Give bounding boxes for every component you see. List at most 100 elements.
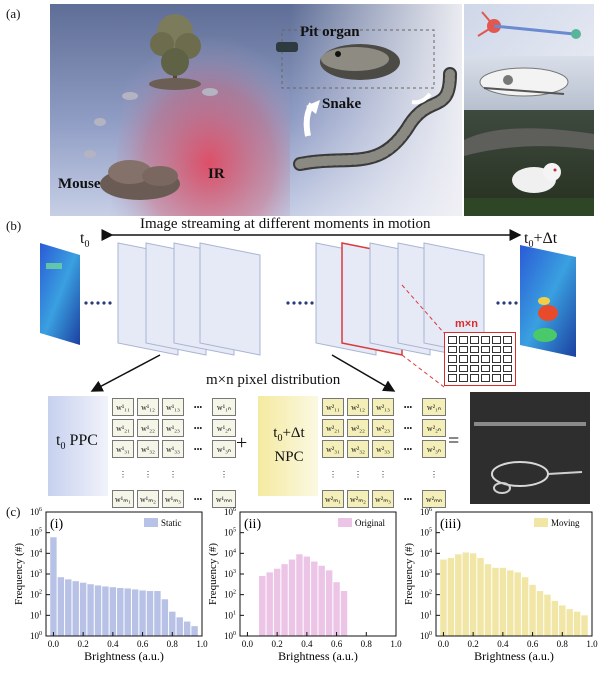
snake-skull-icon: [479, 67, 569, 97]
pit-organ-marker: [276, 42, 298, 52]
panel-b-label: (b): [6, 218, 22, 233]
legend-label: Static: [161, 518, 182, 528]
x-tick-label: 1.0: [586, 639, 598, 649]
histogram-bar: [536, 591, 544, 636]
ppc-label: t0 PPC: [56, 432, 98, 453]
histogram-bar: [65, 579, 72, 636]
legend-swatch: [338, 518, 352, 527]
snake-icon: [293, 44, 457, 171]
ir-beam: [110, 4, 290, 216]
ir-frame-t0: [40, 243, 80, 345]
x-tick-label: 0.0: [242, 639, 254, 649]
histogram-bar: [109, 587, 117, 636]
y-tick-label: 102: [30, 590, 42, 600]
output-image: [470, 392, 590, 504]
mouse-trail-icon: [84, 88, 218, 158]
tree-icon: [150, 14, 201, 84]
neuron-image: [464, 4, 594, 56]
y-axis-label: Frequency (#): [207, 543, 219, 605]
legend-label: Moving: [551, 518, 580, 528]
histogram-bar: [266, 572, 273, 636]
x-tick-label: 0.0: [438, 639, 450, 649]
snake-mouse-scene: Pit organ Snake Mouse IR: [50, 4, 462, 216]
x-tick-label: 0.6: [527, 639, 539, 649]
legend-swatch: [144, 518, 158, 527]
subplot-title: (i): [50, 517, 64, 532]
x-tick-label: 0.2: [468, 639, 479, 649]
y-tick-label: 105: [420, 528, 432, 538]
frame-stack-right: [315, 242, 485, 356]
x-tick-label: 0.4: [301, 639, 313, 649]
ir-label: IR: [208, 166, 225, 182]
t1-label: t0+Δt: [524, 230, 558, 251]
histogram-bar: [447, 557, 455, 636]
y-axis-label: Frequency (#): [13, 543, 25, 605]
histogram-bar: [455, 554, 462, 636]
x-tick-label: 0.4: [497, 639, 509, 649]
npc-box: [258, 396, 318, 496]
subplot-title: (iii): [440, 517, 461, 532]
y-tick-label: 101: [30, 610, 42, 620]
histogram-bar: [492, 567, 499, 636]
x-tick-label: 0.8: [361, 639, 373, 649]
y-tick-label: 100: [420, 631, 432, 641]
pit-organ-label: Pit organ: [300, 24, 360, 40]
y-tick-label: 103: [30, 569, 42, 579]
histogram-bar: [484, 564, 492, 636]
histogram-bar: [521, 577, 529, 636]
x-tick-label: 1.0: [390, 639, 402, 649]
ppc-weight-grid: w¹₁₁ w¹₁₂ w¹₁₃ ••• w¹₁ₙ w¹₂₁ w¹₂₂ w¹₂₃ ••• w¹₂ₙ …: [112, 398, 236, 508]
y-tick-label: 104: [30, 548, 42, 558]
histogram-bar: [87, 584, 94, 636]
histogram-bar: [273, 568, 281, 636]
x-tick-label: 0.0: [48, 639, 60, 649]
x-axis-label: Brightness (a.u.): [84, 649, 164, 663]
histogram-bar: [146, 591, 154, 636]
x-tick-label: 0.2: [272, 639, 283, 649]
white-mouse-icon: [464, 128, 594, 216]
y-tick-label: 106: [30, 507, 42, 517]
subplot-title: (ii): [244, 517, 261, 532]
scene-illustration: [84, 4, 462, 216]
histogram-bar: [477, 557, 484, 636]
npc-weight-grid: w²₁₁ w²₁₂ w²₁₃ ••• w²₁ₙ w²₂₁ w²₂₂ w²₂₃ ••• w²₂ₙ …: [322, 398, 446, 508]
mxn-small-label: m×n: [455, 318, 478, 330]
histogram-bar: [507, 570, 514, 636]
y-tick-label: 102: [420, 590, 432, 600]
mouse-photo: [464, 110, 594, 216]
mouse-label: Mouse: [58, 176, 101, 192]
histogram-bar: [499, 567, 507, 636]
histogram-bar: [462, 552, 469, 636]
histogram-bar: [544, 594, 551, 636]
legend-label: Original: [355, 518, 385, 528]
histogram-bar: [311, 561, 318, 636]
x-tick-label: 0.8: [557, 639, 569, 649]
histogram-bar: [333, 582, 340, 636]
y-tick-label: 100: [30, 631, 42, 641]
histogram-bar: [325, 570, 333, 636]
histogram-bar: [124, 588, 131, 636]
npc-label: t0+Δt NPC: [273, 425, 305, 465]
equals-sign: =: [448, 430, 460, 452]
x-tick-label: 0.6: [137, 639, 149, 649]
histogram-bar: [169, 611, 176, 636]
skull-image: [464, 56, 594, 110]
x-tick-label: 0.2: [78, 639, 89, 649]
histogram-bar: [94, 585, 102, 636]
histogram-bar: [154, 591, 161, 636]
x-tick-label: 0.4: [107, 639, 119, 649]
legend-swatch: [534, 518, 548, 527]
streaming-diagram: [40, 229, 576, 392]
y-tick-label: 104: [420, 548, 432, 558]
histogram-bar: [288, 559, 296, 636]
y-tick-label: 103: [224, 569, 236, 579]
histogram-bar: [318, 565, 325, 636]
histogram-bar: [183, 621, 191, 636]
panel-c-label: (c): [6, 504, 21, 519]
mouse-silhouette-icon: [470, 392, 590, 504]
y-axis-label: Frequency (#): [403, 543, 415, 605]
neuron-icon: [477, 11, 581, 39]
histogram-bar: [340, 591, 348, 636]
snake-label: Snake: [322, 96, 362, 112]
pixel-grid-zoom: [444, 332, 516, 386]
